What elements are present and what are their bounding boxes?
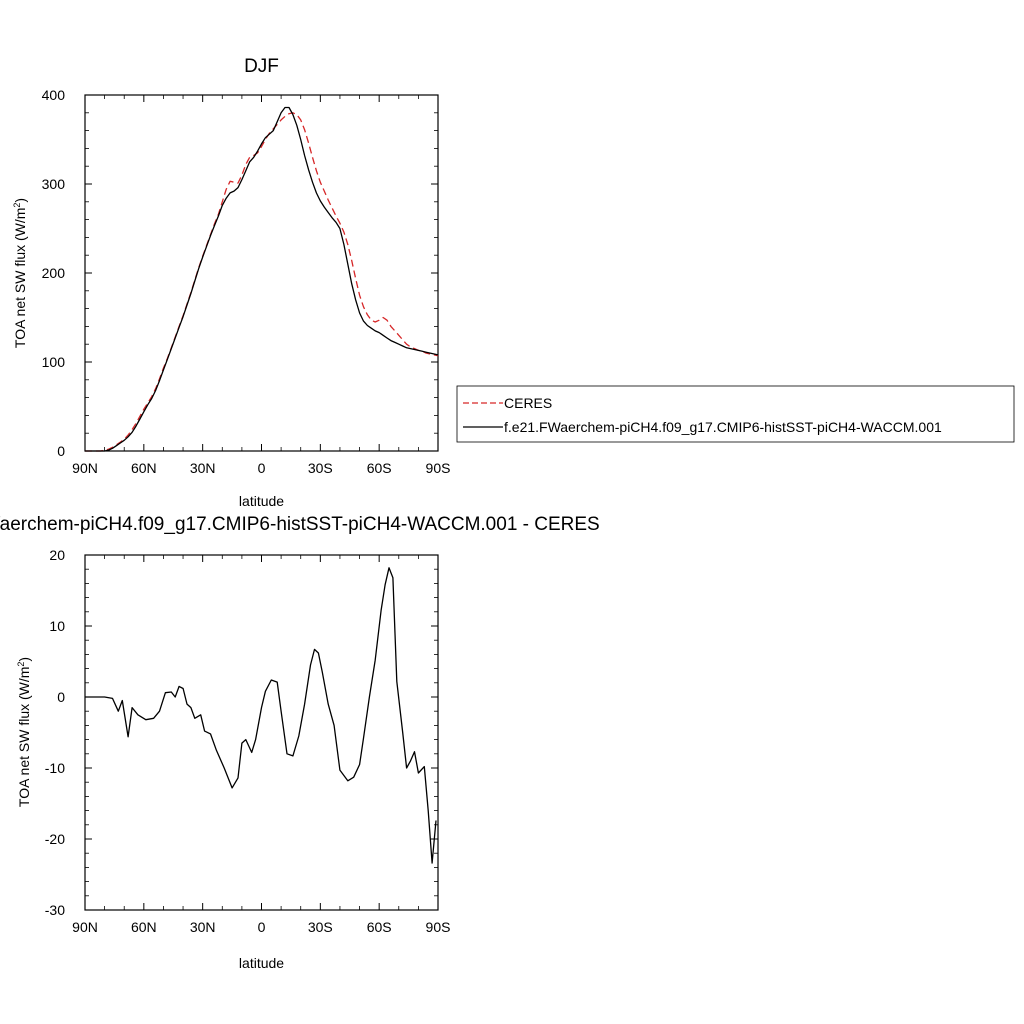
- bottom-chart-title: f.e21.FWaerchem-piCH4.f09_g17.CMIP6-hist…: [0, 514, 600, 535]
- bottom-ytick-label: 20: [49, 547, 65, 563]
- series-line-difference: [85, 567, 437, 864]
- top-xtick-label: 60N: [131, 460, 157, 476]
- top-chart-title: DJF: [244, 56, 279, 77]
- bottom-ytick-label: -30: [45, 902, 65, 918]
- top-tick-labels: 90N 60N 30N 0 30S 60S 90S 0 100 200 300 400: [42, 87, 451, 476]
- bottom-y-axis-label: TOA net SW flux (W/m2): [16, 657, 32, 807]
- bottom-xtick-label: 0: [258, 919, 266, 935]
- top-y-axis-label: TOA net SW flux (W/m2): [12, 198, 28, 348]
- top-y-axis-label-tail: ): [12, 198, 28, 203]
- bottom-xtick-label: 30N: [190, 919, 216, 935]
- bottom-xtick-label: 90S: [426, 919, 451, 935]
- bottom-tick-labels: 90N 60N 30N 0 30S 60S 90S -30 -20 -10 0 10 20: [45, 547, 451, 935]
- top-y-axis-label-main: TOA net SW flux (W/m: [12, 208, 28, 349]
- bottom-x-axis-label: latitude: [239, 955, 284, 971]
- bottom-y-axis-label-tail: ): [16, 657, 32, 662]
- top-y-axis-label-sup: 2: [12, 203, 22, 208]
- top-xtick-label: 0: [258, 460, 266, 476]
- top-plot-border: [84, 94, 439, 452]
- bottom-axis-ticks: [84, 554, 439, 911]
- bottom-ytick-label: 10: [49, 618, 65, 634]
- panel-bottom: f.e21.FWaerchem-piCH4.f09_g17.CMIP6-hist…: [0, 514, 600, 971]
- top-xtick-label: 90N: [72, 460, 98, 476]
- bottom-plot-border: [84, 554, 439, 911]
- top-plot-frame: [84, 94, 439, 452]
- bottom-plot-frame: [84, 554, 439, 911]
- bottom-ytick-label: -20: [45, 831, 65, 847]
- top-axis-ticks: [84, 94, 439, 452]
- top-xtick-label: 30S: [308, 460, 333, 476]
- legend-box: [456, 385, 1015, 443]
- series-line-model: [85, 106, 439, 452]
- bottom-y-axis-label-sup: 2: [16, 662, 26, 667]
- legend-label-model: f.e21.FWaerchem-piCH4.f09_g17.CMIP6-hist…: [504, 419, 942, 435]
- top-ytick-label: 0: [57, 443, 65, 459]
- bottom-xtick-label: 30S: [308, 919, 333, 935]
- top-xtick-label: 60S: [367, 460, 392, 476]
- top-series-group: [85, 106, 439, 452]
- top-ytick-label: 200: [42, 265, 66, 281]
- top-x-axis-label: latitude: [239, 493, 284, 509]
- top-ytick-label: 400: [42, 87, 66, 103]
- top-ytick-label: 100: [42, 354, 66, 370]
- bottom-series-group: [85, 567, 437, 864]
- top-xtick-label: 30N: [190, 460, 216, 476]
- legend-label-ceres: CERES: [504, 395, 552, 411]
- bottom-ytick-label: -10: [45, 760, 65, 776]
- series-line-ceres: [85, 112, 439, 452]
- bottom-ytick-label: 0: [57, 689, 65, 705]
- bottom-xtick-label: 60S: [367, 919, 392, 935]
- panel-top: DJF 90N 60N 30N 0 30S 60S 90S 0 100 200 300 400 lat…: [12, 56, 1015, 509]
- bottom-y-axis-label-main: TOA net SW flux (W/m: [16, 667, 32, 808]
- bottom-xtick-label: 90N: [72, 919, 98, 935]
- top-ytick-label: 300: [42, 176, 66, 192]
- legend: CERES f.e21.FWaerchem-piCH4.f09_g17.CMIP…: [456, 385, 1015, 443]
- bottom-xtick-label: 60N: [131, 919, 157, 935]
- top-xtick-label: 90S: [426, 460, 451, 476]
